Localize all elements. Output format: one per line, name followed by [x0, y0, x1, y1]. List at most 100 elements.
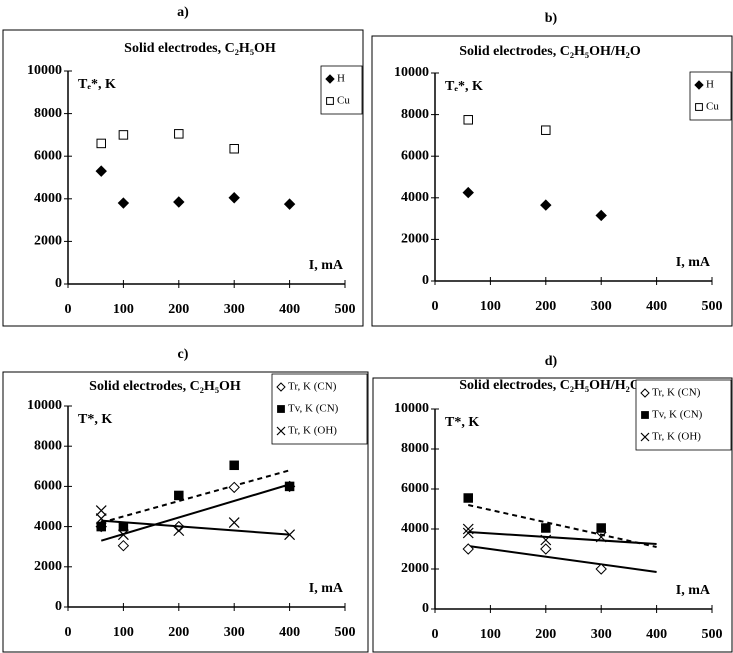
marker [96, 521, 106, 532]
marker [228, 192, 240, 204]
y-tick-label: 2000 [34, 234, 62, 249]
marker-shape [95, 165, 107, 177]
marker [283, 198, 296, 210]
marker [540, 534, 552, 546]
x-tick-label: 500 [335, 302, 356, 317]
marker-shape [284, 529, 296, 541]
marker-shape [174, 490, 184, 501]
marker [325, 74, 335, 84]
marker [118, 521, 129, 532]
marker-shape [540, 543, 552, 555]
marker-shape [228, 517, 240, 529]
marker-shape [462, 527, 474, 539]
marker-shape [173, 196, 185, 208]
x-tick-label: 0 [65, 625, 72, 640]
legend-label: Tr, K (OH) [652, 431, 701, 443]
marker [117, 197, 130, 209]
x-tick-label: 200 [168, 625, 189, 640]
legend-box [635, 379, 732, 451]
y-tick-label: 4000 [401, 521, 429, 536]
y-axis-label: T*, K [445, 415, 479, 430]
x-tick-label: 500 [702, 299, 723, 314]
marker-shape [96, 138, 106, 149]
x-tick-label: 400 [646, 627, 667, 642]
y-tick-label: 0 [55, 599, 62, 614]
y-tick-label: 8000 [34, 106, 62, 121]
x-tick-label: 200 [168, 302, 189, 317]
y-tick-label: 6000 [401, 148, 429, 163]
x-tick-label: 0 [65, 302, 72, 317]
marker-shape [117, 197, 130, 209]
x-tick-label: 400 [279, 625, 300, 640]
x-tick-label: 0 [432, 299, 439, 314]
marker [540, 199, 552, 211]
marker-shape [540, 534, 552, 546]
trend-line [468, 531, 657, 545]
chart-title: Solid electrodes, C₂H₅OH [124, 41, 276, 56]
x-tick-label: 100 [480, 299, 501, 314]
marker [173, 525, 185, 537]
marker-shape [462, 523, 474, 535]
panel-frame [2, 371, 369, 653]
marker-shape [695, 103, 703, 111]
x-axis-label: I, mA [676, 583, 711, 598]
chart-title: Solid electrodes, C₂H₅OH/H₂O [459, 44, 641, 59]
marker-shape [277, 405, 285, 413]
marker [229, 143, 239, 154]
marker [118, 130, 129, 140]
marker-shape [541, 125, 551, 135]
trend-line [468, 545, 657, 573]
marker-shape [95, 505, 107, 516]
marker [462, 186, 474, 199]
legend-box [689, 71, 732, 121]
y-tick-label: 2000 [401, 561, 429, 576]
marker-shape [463, 115, 473, 125]
y-tick-label: 0 [422, 601, 429, 616]
marker [276, 426, 286, 436]
y-axis-label: Tₑ*, K [78, 77, 116, 92]
marker-shape [283, 198, 296, 210]
panel-label: b) [545, 11, 558, 26]
marker [284, 529, 296, 541]
marker [174, 129, 184, 139]
marker-shape [540, 199, 552, 211]
marker-shape [640, 388, 650, 398]
marker [326, 97, 334, 105]
y-tick-label: 6000 [34, 479, 62, 494]
y-tick-label: 4000 [34, 519, 62, 534]
marker [117, 529, 129, 541]
panel-label: d) [545, 354, 558, 369]
marker [596, 523, 606, 533]
marker-shape [326, 97, 334, 105]
marker [95, 165, 107, 177]
marker [541, 523, 551, 533]
x-axis-label: I, mA [309, 258, 344, 273]
legend-label: Tv, K (CN) [652, 409, 703, 421]
trend-line [100, 483, 290, 542]
marker-shape [276, 426, 286, 436]
panel-label: c) [178, 347, 189, 362]
legend-box [320, 65, 363, 115]
marker-shape [174, 129, 184, 139]
x-tick-label: 300 [224, 625, 245, 640]
marker [540, 543, 552, 555]
y-tick-label: 2000 [401, 232, 429, 247]
y-tick-label: 4000 [34, 191, 62, 206]
x-tick-label: 200 [535, 299, 556, 314]
legend-label: Cu [337, 95, 350, 107]
marker-shape [284, 481, 295, 492]
marker [95, 513, 107, 524]
x-tick-label: 200 [535, 627, 556, 642]
y-tick-label: 6000 [34, 148, 62, 163]
marker [96, 138, 106, 149]
marker [277, 405, 285, 413]
trend-line [468, 504, 657, 548]
y-tick-label: 0 [422, 273, 429, 288]
y-tick-label: 4000 [401, 190, 429, 205]
legend: H Cu [320, 65, 363, 115]
y-tick-label: 6000 [401, 481, 429, 496]
chart-title: Solid electrodes, C₂H₅OH/H₂O [459, 378, 641, 393]
y-tick-label: 8000 [401, 441, 429, 456]
legend: Tr, K (CN) Tv, K (CN) Tr, K (OH) [271, 373, 368, 445]
legend-label: Tr, K (CN) [288, 381, 337, 393]
